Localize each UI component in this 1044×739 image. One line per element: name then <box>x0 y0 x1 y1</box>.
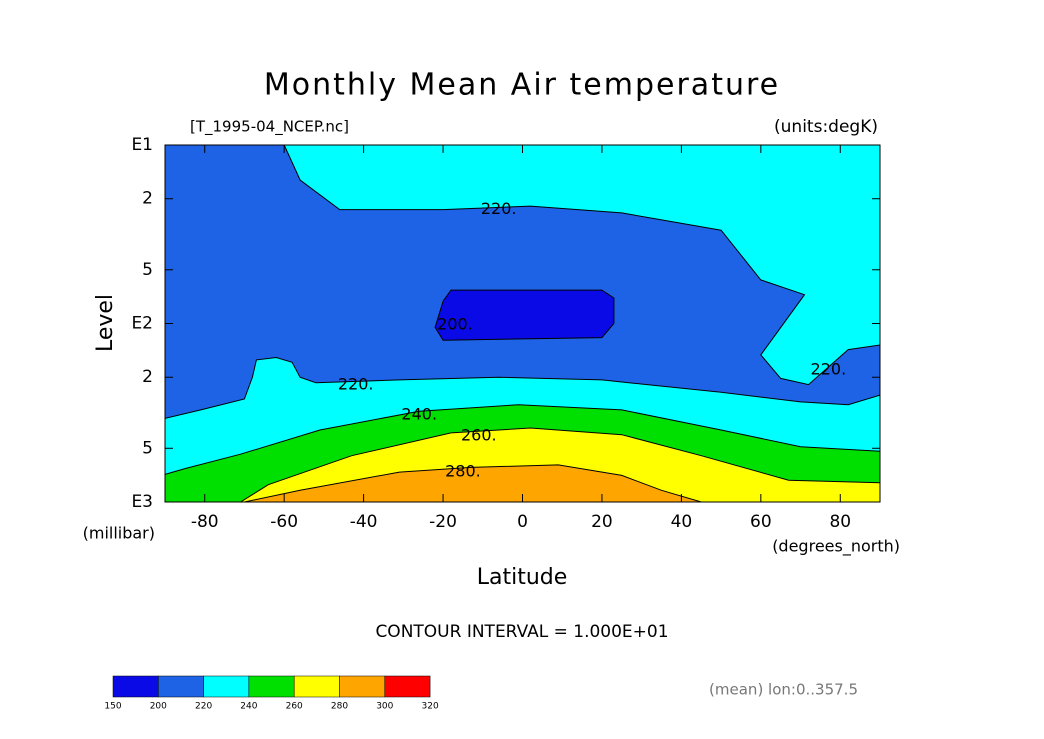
x-tick-label: 60 <box>750 512 772 532</box>
annotation: (mean) lon:0..357.5 <box>709 681 858 699</box>
colorbar-label: 300 <box>376 702 393 712</box>
x-tick-label: -20 <box>429 512 457 532</box>
y-tick-label: 5 <box>142 438 153 458</box>
footer: CONTOUR INTERVAL = 1.000E+01 <box>375 622 668 642</box>
colorbar-label: 240 <box>240 702 257 712</box>
contour-label: 240. <box>401 405 437 424</box>
contour-region <box>165 145 880 419</box>
y-units: (millibar) <box>83 524 155 543</box>
y-tick-label: E3 <box>131 492 153 512</box>
colorbar-box <box>112 675 159 698</box>
contour-region <box>244 464 702 502</box>
colorbar-label: 200 <box>150 702 167 712</box>
x-axis-label: Latitude <box>477 565 568 590</box>
colorbar-box <box>158 675 204 698</box>
x-tick-label: 40 <box>671 512 693 532</box>
colorbar-label: 280 <box>331 702 348 712</box>
contour-label: 200. <box>437 315 473 334</box>
contour-region <box>434 289 615 341</box>
y-axis-label: Level <box>93 294 118 352</box>
contour-label: 280. <box>445 462 481 481</box>
contour-label: 260. <box>461 426 497 445</box>
colorbar-label: 150 <box>104 702 121 712</box>
x-tick-label: 20 <box>591 512 613 532</box>
contour-label: 220. <box>811 359 847 378</box>
x-units: (degrees_north) <box>772 537 900 557</box>
colorbar-box <box>293 675 340 698</box>
file-label: [T_1995-04_NCEP.nc] <box>190 118 349 137</box>
x-tick-label: -60 <box>270 512 298 532</box>
x-tick-label: -80 <box>191 512 219 532</box>
y-tick-label: 5 <box>142 260 153 280</box>
colorbar-box <box>384 675 431 698</box>
colorbar-box <box>248 675 295 698</box>
colorbar-label: 260 <box>286 702 303 712</box>
colorbar-box <box>339 675 386 698</box>
y-tick-label: E1 <box>131 135 153 155</box>
chart-title: Monthly Mean Air temperature <box>264 68 780 103</box>
y-tick-label: 2 <box>142 367 153 387</box>
colorbar-box <box>203 675 250 698</box>
contour-label: 220. <box>338 374 374 393</box>
colorbar-label: 220 <box>195 702 212 712</box>
y-tick-label: 2 <box>142 189 153 209</box>
y-tick-label: E2 <box>131 314 153 334</box>
x-tick-label: 80 <box>829 512 851 532</box>
colorbar-label: 320 <box>422 702 439 712</box>
contour-label: 220. <box>481 199 517 218</box>
x-tick-label: 0 <box>517 512 528 532</box>
x-tick-label: -40 <box>350 512 378 532</box>
units-label: (units:degK) <box>774 117 878 137</box>
